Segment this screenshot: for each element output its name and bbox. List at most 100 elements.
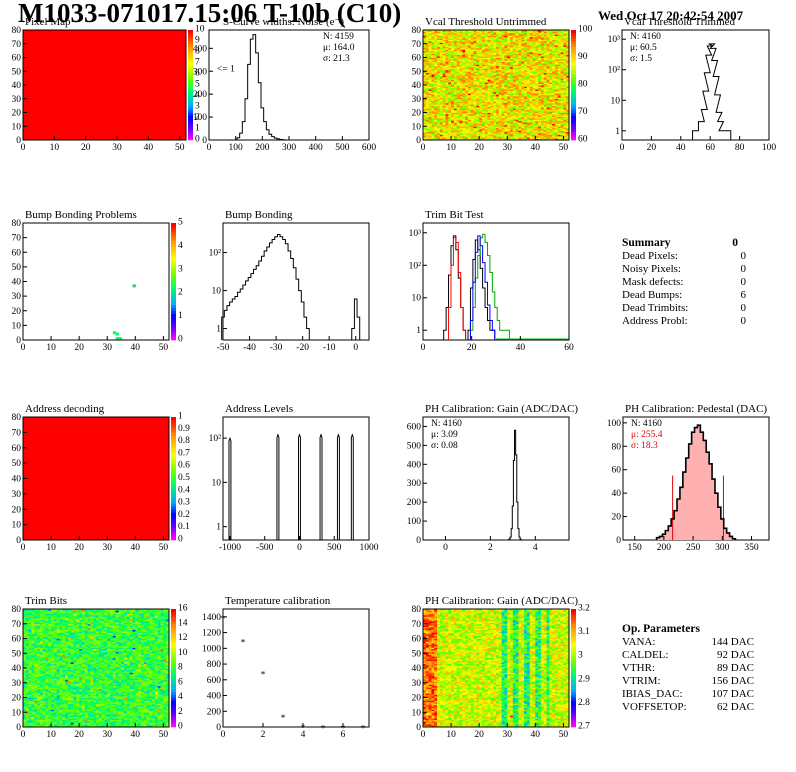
heatmap-cell <box>538 41 542 43</box>
heatmap-cell <box>110 725 114 728</box>
heatmap-cell <box>557 52 561 54</box>
heatmap-cell <box>532 56 536 58</box>
heatmap-cell <box>465 130 469 133</box>
heatmap-cell <box>473 93 477 96</box>
heatmap-cell <box>515 113 519 116</box>
heatmap-cell <box>510 123 514 126</box>
heatmap-cell <box>31 724 35 726</box>
heatmap-cell <box>524 115 528 118</box>
histogram-line <box>692 43 732 140</box>
heatmap-cell <box>526 124 531 127</box>
heatmap-cell <box>428 41 432 43</box>
heatmap-cell <box>448 72 452 75</box>
heatmap-cell <box>484 75 488 78</box>
heatmap-cell <box>442 68 446 71</box>
heatmap-cell <box>490 50 494 53</box>
heatmap-cell <box>481 91 486 94</box>
heatmap-cell <box>552 57 556 60</box>
heatmap-cell <box>459 31 463 34</box>
plot-frame <box>222 222 370 341</box>
heatmap-cell <box>445 124 449 127</box>
heatmap-cell <box>487 30 491 32</box>
heatmap-cell <box>484 105 488 108</box>
heatmap-cell <box>459 41 463 43</box>
palette-cell <box>171 252 176 256</box>
heatmap-cell <box>465 111 469 113</box>
heatmap-cell <box>540 56 545 58</box>
heatmap-cell <box>554 74 559 76</box>
heatmap-cell <box>442 133 446 135</box>
heatmap-cell <box>470 65 474 68</box>
x-tick-label: 20 <box>74 543 84 553</box>
heatmap-cell <box>112 722 117 725</box>
heatmap-cell <box>456 97 460 100</box>
heatmap-cell <box>428 83 432 86</box>
heatmap-cell <box>504 64 508 67</box>
heatmap-cell <box>549 30 553 32</box>
heatmap-cell <box>543 79 547 82</box>
heatmap-cell <box>470 126 474 129</box>
heatmap-cell <box>25 718 30 721</box>
heatmap-cell <box>512 86 517 89</box>
heatmap-cell <box>462 50 466 53</box>
heatmap-cell <box>481 63 486 65</box>
heatmap-cell <box>552 76 556 79</box>
heatmap-cell <box>557 57 561 60</box>
heatmap-cell <box>563 58 567 61</box>
heatmap-cell <box>554 89 559 91</box>
heatmap-cell <box>84 719 88 722</box>
heatmap-cell <box>439 63 444 65</box>
heatmap-cell <box>560 86 564 89</box>
heatmap-cell <box>465 101 469 104</box>
heatmap-cell <box>487 86 491 89</box>
heatmap-cell <box>498 35 503 38</box>
heatmap-cell <box>504 137 508 140</box>
heatmap-cell <box>73 719 77 722</box>
heatmap-cell <box>566 86 570 89</box>
heatmap-cell <box>526 83 531 86</box>
heatmap-cell <box>470 50 474 53</box>
heatmap-cell <box>507 34 511 36</box>
heatmap-cell <box>487 85 491 87</box>
heatmap-cell <box>423 41 427 43</box>
heatmap-cell <box>445 115 449 118</box>
heatmap-cell <box>540 69 545 72</box>
heatmap-cell <box>566 61 570 64</box>
heatmap-cell <box>484 78 488 80</box>
heatmap-cell <box>518 113 522 116</box>
heatmap-cell <box>529 71 533 74</box>
heatmap-cell <box>476 43 480 46</box>
heatmap-cell <box>166 725 170 728</box>
heatmap-cell <box>96 719 100 722</box>
heatmap-cell <box>453 123 458 126</box>
heatmap-cell <box>549 129 553 131</box>
heatmap-cell <box>549 63 553 65</box>
heatmap-cell <box>79 725 83 728</box>
heatmap-cell <box>467 107 472 109</box>
heatmap-cell <box>512 116 517 119</box>
heatmap-cell <box>453 93 458 96</box>
heatmap-cell <box>428 104 432 107</box>
heatmap-cell <box>121 719 125 722</box>
heatmap-cell <box>487 115 491 118</box>
heatmap-cell <box>557 97 561 100</box>
heatmap-cell <box>473 75 477 78</box>
heatmap-cell <box>538 120 542 123</box>
stats-box: N: 4159 μ: 164.0 σ: 21.3 <box>323 32 354 65</box>
heatmap-cell <box>470 94 474 97</box>
heatmap-cell <box>515 50 519 53</box>
heatmap-cell <box>543 98 547 101</box>
heatmap-cell <box>563 74 567 76</box>
heatmap-cell <box>118 337 122 340</box>
heatmap-cell <box>484 135 488 138</box>
heatmap-cell <box>462 61 466 64</box>
heatmap-cell <box>532 91 536 94</box>
heatmap-cell <box>479 96 483 98</box>
heatmap-cell <box>501 54 505 57</box>
heatmap-cell <box>521 53 525 56</box>
heatmap-cell <box>532 126 536 129</box>
heatmap-cell <box>493 64 497 67</box>
heatmap-cell <box>510 64 514 67</box>
heatmap-cell <box>23 719 27 722</box>
heatmap-cell <box>557 68 561 71</box>
